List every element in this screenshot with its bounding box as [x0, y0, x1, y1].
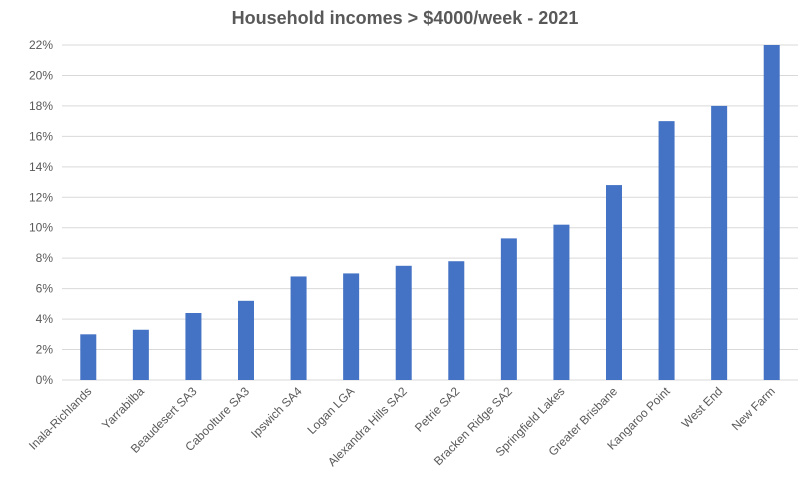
- bar: [711, 105, 728, 380]
- x-tick-label: New Farm: [729, 384, 778, 433]
- y-tick-label: 8%: [36, 251, 54, 265]
- bar: [185, 313, 202, 380]
- bar: [606, 185, 622, 380]
- bar: [132, 329, 149, 380]
- bar: [448, 261, 465, 380]
- y-tick-label: 6%: [36, 282, 54, 296]
- x-tick-label: Inala-Richlands: [26, 384, 94, 452]
- x-tick-label: Yarrabilba: [99, 384, 147, 432]
- y-tick-label: 22%: [29, 38, 53, 52]
- y-tick-label: 4%: [36, 312, 54, 326]
- y-tick-label: 10%: [29, 221, 53, 235]
- y-tick-label: 0%: [36, 373, 54, 387]
- y-tick-label: 12%: [29, 190, 53, 204]
- y-tick-label: 2%: [36, 343, 54, 357]
- x-tick-label: Ipswich SA4: [248, 384, 305, 441]
- bar: [395, 265, 412, 380]
- y-tick-label: 14%: [29, 160, 53, 174]
- bar: [343, 273, 360, 380]
- x-tick-label: Logan LGA: [304, 384, 357, 437]
- chart-title: Household incomes > $4000/week - 2021: [231, 8, 579, 28]
- bar: [238, 300, 254, 380]
- y-tick-label: 20%: [29, 68, 53, 82]
- y-tick-label: 18%: [29, 99, 53, 113]
- bar: [290, 276, 307, 380]
- bar: [500, 238, 517, 380]
- x-tick-label: Petrie SA2: [412, 384, 463, 435]
- bar: [658, 121, 675, 381]
- x-tick-label: West End: [679, 384, 726, 431]
- y-tick-label: 16%: [29, 129, 53, 143]
- bar: [553, 224, 570, 380]
- bar: [80, 334, 97, 380]
- bar: [763, 45, 780, 380]
